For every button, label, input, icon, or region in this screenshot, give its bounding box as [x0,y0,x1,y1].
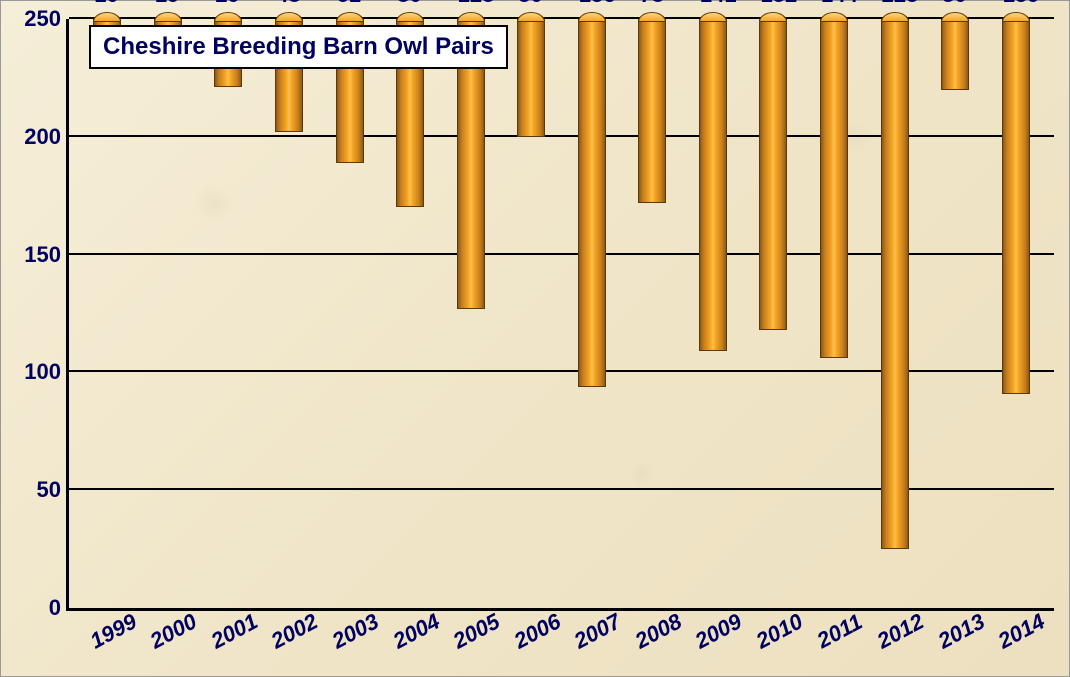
bar-slot: 1412009 [683,19,744,608]
bar-slot: 1232005 [440,19,501,608]
bar: 141 [699,19,727,351]
y-tick-label: 0 [49,595,61,621]
bar-value-label: 144 [821,0,858,8]
bar-slot: 612003 [319,19,380,608]
bar: 225 [881,19,909,549]
bar-value-label: 10 [94,0,118,8]
bar-slot: 802004 [380,19,441,608]
y-tick-label: 50 [37,477,61,503]
x-tick-label: 2011 [813,609,867,654]
bar-value-label: 225 [882,0,919,8]
bar-slot: 482002 [259,19,320,608]
bar-value-label: 50 [518,0,542,8]
x-tick-label: 2013 [934,609,989,655]
bar-value-label: 78 [639,0,663,8]
bar: 78 [638,19,666,203]
x-tick-label: 2014 [994,609,1049,655]
bar: 30 [941,19,969,90]
bar-value-label: 61 [337,0,361,8]
bar-value-label: 141 [700,0,737,8]
bar-slot: 292001 [198,19,259,608]
bar-slot: 192000 [138,19,199,608]
x-tick-label: 2008 [631,609,686,655]
bar-slot: 2252012 [864,19,925,608]
x-tick-label: 2012 [873,609,928,655]
x-tick-label: 2002 [267,609,322,655]
plot-area: Cheshire Breeding Barn Owl Pairs 0501001… [66,19,1054,611]
bar-value-label: 123 [458,0,495,8]
chart-container: Cheshire Breeding Barn Owl Pairs 0 50 100 1… [0,0,1070,677]
bar: 144 [820,19,848,358]
bar-slot: 1562007 [562,19,623,608]
bar: 50 [517,19,545,137]
bar-value-label: 19 [155,0,179,8]
bar-value-label: 80 [397,0,421,8]
bar-value-label: 48 [276,0,300,8]
bar-value-label: 132 [760,0,797,8]
x-tick-label: 2003 [328,609,383,655]
bar-value-label: 159 [1003,0,1040,8]
x-tick-label: 2010 [752,609,807,655]
x-tick-label: 2007 [570,609,625,655]
y-tick-label: 250 [24,6,61,32]
bars-group: 1019991920002920014820026120038020041232… [69,19,1054,608]
x-tick-label: 2006 [510,609,565,655]
x-tick-label: 2009 [691,609,746,655]
x-tick-label: 2005 [449,609,504,655]
bar-slot: 502006 [501,19,562,608]
x-tick-label: 1999 [86,609,141,655]
bar: 132 [759,19,787,330]
bar-slot: 1592014 [985,19,1046,608]
bar: 156 [578,19,606,387]
chart-title: Cheshire Breeding Barn Owl Pairs [89,25,508,69]
bar: 159 [1002,19,1030,394]
bar-slot: 1442011 [804,19,865,608]
bar-slot: 302013 [925,19,986,608]
bar-slot: 782008 [622,19,683,608]
x-tick-label: 2004 [388,609,443,655]
bar-slot: 101999 [77,19,138,608]
x-tick-label: 2001 [207,609,262,655]
y-tick-label: 100 [24,359,61,385]
bar-value-label: 30 [942,0,966,8]
bar-slot: 1322010 [743,19,804,608]
y-tick-label: 200 [24,124,61,150]
y-tick-label: 150 [24,242,61,268]
bar-value-label: 29 [215,0,239,8]
bar-value-label: 156 [579,0,616,8]
x-tick-label: 2000 [146,609,201,655]
